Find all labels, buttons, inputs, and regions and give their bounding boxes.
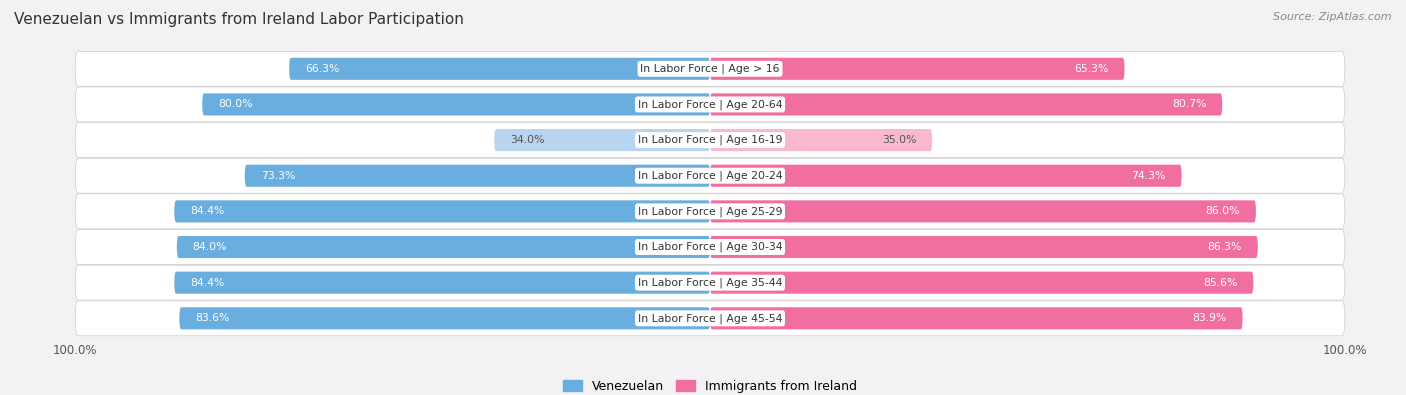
Text: In Labor Force | Age 45-54: In Labor Force | Age 45-54 — [638, 313, 782, 324]
FancyBboxPatch shape — [710, 165, 1181, 187]
FancyBboxPatch shape — [710, 236, 1258, 258]
Text: 84.4%: 84.4% — [190, 278, 225, 288]
Text: 80.7%: 80.7% — [1173, 100, 1206, 109]
Text: 65.3%: 65.3% — [1074, 64, 1109, 74]
Text: 80.0%: 80.0% — [218, 100, 253, 109]
FancyBboxPatch shape — [75, 51, 1346, 86]
FancyBboxPatch shape — [710, 129, 932, 151]
Text: 83.9%: 83.9% — [1192, 313, 1226, 324]
FancyBboxPatch shape — [75, 265, 1346, 300]
FancyBboxPatch shape — [75, 194, 1346, 229]
Text: 73.3%: 73.3% — [260, 171, 295, 181]
Text: In Labor Force | Age 35-44: In Labor Force | Age 35-44 — [638, 277, 782, 288]
Legend: Venezuelan, Immigrants from Ireland: Venezuelan, Immigrants from Ireland — [558, 375, 862, 395]
FancyBboxPatch shape — [177, 236, 710, 258]
FancyBboxPatch shape — [245, 165, 710, 187]
Text: 34.0%: 34.0% — [510, 135, 544, 145]
Text: In Labor Force | Age 25-29: In Labor Force | Age 25-29 — [638, 206, 782, 216]
FancyBboxPatch shape — [174, 200, 710, 222]
FancyBboxPatch shape — [202, 93, 710, 115]
Text: 85.6%: 85.6% — [1204, 278, 1237, 288]
Text: 86.0%: 86.0% — [1205, 206, 1240, 216]
Text: In Labor Force | Age 20-64: In Labor Force | Age 20-64 — [638, 99, 782, 110]
Text: 74.3%: 74.3% — [1132, 171, 1166, 181]
FancyBboxPatch shape — [495, 129, 710, 151]
Text: 84.0%: 84.0% — [193, 242, 228, 252]
Text: Source: ZipAtlas.com: Source: ZipAtlas.com — [1274, 12, 1392, 22]
FancyBboxPatch shape — [710, 200, 1256, 222]
FancyBboxPatch shape — [180, 307, 710, 329]
FancyBboxPatch shape — [710, 93, 1222, 115]
FancyBboxPatch shape — [75, 122, 1346, 158]
FancyBboxPatch shape — [75, 301, 1346, 336]
Text: In Labor Force | Age > 16: In Labor Force | Age > 16 — [640, 64, 780, 74]
Text: In Labor Force | Age 30-34: In Labor Force | Age 30-34 — [638, 242, 782, 252]
Text: Venezuelan vs Immigrants from Ireland Labor Participation: Venezuelan vs Immigrants from Ireland La… — [14, 12, 464, 27]
FancyBboxPatch shape — [710, 307, 1243, 329]
Text: In Labor Force | Age 16-19: In Labor Force | Age 16-19 — [638, 135, 782, 145]
FancyBboxPatch shape — [75, 158, 1346, 193]
Text: 35.0%: 35.0% — [882, 135, 917, 145]
FancyBboxPatch shape — [174, 272, 710, 294]
FancyBboxPatch shape — [710, 272, 1253, 294]
Text: In Labor Force | Age 20-24: In Labor Force | Age 20-24 — [638, 171, 782, 181]
FancyBboxPatch shape — [290, 58, 710, 80]
Text: 83.6%: 83.6% — [195, 313, 229, 324]
Text: 86.3%: 86.3% — [1208, 242, 1241, 252]
Text: 66.3%: 66.3% — [305, 64, 339, 74]
FancyBboxPatch shape — [75, 87, 1346, 122]
FancyBboxPatch shape — [710, 58, 1125, 80]
Text: 84.4%: 84.4% — [190, 206, 225, 216]
FancyBboxPatch shape — [75, 229, 1346, 265]
